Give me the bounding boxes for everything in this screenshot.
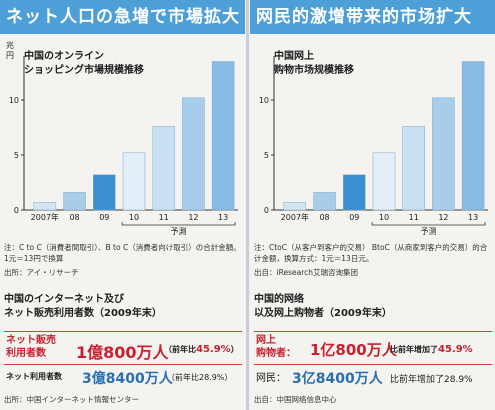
right-shoppers-stat: 网上 购物者： 1亿800万人 比前年增加了45.9% (254, 331, 492, 365)
right-bar (313, 192, 336, 211)
left-x-tick-label: 11 (159, 213, 169, 222)
left-y-tick-label: 0 (14, 206, 19, 215)
left-source: 出所：アイ・リサーチ (4, 268, 79, 277)
left-shoppers-label-line1: ネット販売 (6, 335, 56, 346)
right-section-title-line1: 中国的网络 (254, 294, 304, 305)
right-y-tick-label: 0 (264, 206, 269, 215)
left-chart-title: 中国のオンライン ショッピング市場規模推移 (24, 50, 144, 78)
left-shoppers-value: 1億800万人 (76, 343, 169, 362)
right-shoppers-value: 1亿800万人 (310, 341, 397, 359)
right-x-tick-label: 2007年 (281, 212, 309, 222)
left-shoppers-change-suffix: ） (230, 345, 239, 354)
right-x-tick-label: 11 (409, 213, 419, 222)
left-y-tick-label: 5 (14, 151, 19, 160)
right-shoppers-change-pct: 45.9% (438, 344, 473, 355)
left-source2: 出所：中国インターネット情報センター (4, 395, 139, 404)
left-section-title-line2: ネット販売利用者数（2009年末） (4, 308, 162, 319)
right-title: 网民的激增带来的市场扩大 (250, 0, 495, 34)
left-x-tick-label: 2007年 (31, 212, 59, 222)
right-y-tick-label: 5 (264, 151, 269, 160)
left-shoppers-stat: ネット販売 利用者数 1億800万人 （前年比45.9%） (4, 331, 242, 365)
right-chart-title-line2: 购物市场规模推移 (274, 65, 354, 76)
right-y-tick-label: 10 (259, 96, 269, 105)
right-source: 出自：iResearch艾瑞咨询集团 (254, 268, 358, 277)
left-bar-chart: 兆円 0 5 10 2007年 08 09 10 11 12 13 予測 (6, 40, 238, 236)
right-bar (432, 97, 455, 211)
left-x-tick-label: 13 (218, 213, 228, 222)
right-shoppers-change: 比前年增加了45.9% (390, 344, 473, 355)
left-y-unit: 円 (6, 51, 14, 60)
left-shoppers-change-pct: 45.9% (196, 344, 231, 355)
right-x-tick-label: 12 (438, 213, 448, 222)
right-bar (461, 61, 485, 211)
left-users-label: ネット利用者数 (6, 372, 62, 381)
right-users-label: 网民： (256, 373, 286, 384)
left-title: ネット人口の急増で市場拡大 (0, 0, 245, 34)
left-forecast-bracket (121, 222, 236, 226)
left-shoppers-label-line2: 利用者数 (6, 348, 46, 359)
right-source2: 出自：中国网络信息中心 (254, 395, 337, 404)
left-x-tick-label: 09 (99, 213, 109, 222)
left-x-tick-label: 08 (69, 213, 79, 222)
right-x-tick-label: 08 (319, 213, 329, 222)
right-chart-title-line1: 中国网上 (274, 51, 314, 62)
right-panel: 网民的激增带来的市场扩大 0 5 10 2007年 08 09 10 11 12 13 予测 中国网… (250, 0, 495, 410)
right-users-stat: 网民： 3亿8400万人 比前年增加了28.9% (254, 366, 492, 388)
left-shoppers-change-prefix: （前年比 (164, 345, 196, 354)
left-x-tick-label: 12 (188, 213, 198, 222)
left-x-tick-label: 10 (129, 213, 139, 222)
right-users-change: 比前年增加了28.9% (390, 375, 473, 385)
left-bar (152, 126, 175, 211)
left-bar (211, 61, 235, 211)
right-users-value: 3亿8400万人 (292, 371, 383, 387)
right-shoppers-label: 网上 购物者： (256, 334, 296, 360)
left-y-tick-label: 10 (9, 96, 19, 105)
left-note: 注：C to C（消費者間取引）、B to C（消費者向け取引）の合計金額。1元… (4, 243, 241, 263)
right-x-tick-label: 10 (379, 213, 389, 222)
right-forecast-label: 予测 (421, 227, 437, 236)
left-chart: 兆円 0 5 10 2007年 08 09 10 11 12 13 予測 中国のオンライン ショッピン… (4, 38, 242, 238)
right-forecast-bracket (371, 222, 486, 226)
right-bar (372, 152, 396, 211)
right-section-title: 中国的网络 以及网上购物者（2009年末） (254, 293, 392, 321)
left-bar (182, 97, 205, 211)
right-section-title-line2: 以及网上购物者（2009年末） (254, 308, 392, 319)
left-users-stat: ネット利用者数 3億8400万人 （前年比28.9%） (4, 366, 242, 388)
left-shoppers-label: ネット販売 利用者数 (6, 334, 56, 360)
left-forecast-label: 予測 (171, 226, 187, 236)
right-chart-title: 中国网上 购物市场规模推移 (274, 50, 354, 78)
left-section-title-line1: 中国のインターネット及び (4, 294, 124, 305)
left-bar (63, 192, 86, 211)
left-bar (33, 202, 57, 211)
left-bar (122, 152, 146, 211)
right-chart: 0 5 10 2007年 08 09 10 11 12 13 予测 中国网上 购物市场规模推移 (254, 38, 492, 238)
right-bar-chart: 0 5 10 2007年 08 09 10 11 12 13 予测 (259, 56, 488, 236)
left-panel: ネット人口の急増で市場拡大 兆円 0 5 10 2007年 08 09 10 11 12 13 予測 … (0, 0, 245, 410)
right-shoppers-change-prefix: 比前年增加了 (390, 345, 438, 354)
left-y-unit: 兆 (6, 40, 14, 50)
right-x-tick-label: 13 (468, 213, 478, 222)
right-note: 注：CtoC（从客户到客户的交易） BtoC（从商家到客户的交易）的合计金额，换… (254, 243, 488, 263)
right-bar (343, 174, 366, 211)
left-chart-title-line2: ショッピング市場規模推移 (24, 65, 144, 76)
right-shoppers-label-line2: 购物者： (256, 348, 296, 359)
left-bar (93, 174, 116, 211)
left-shoppers-change: （前年比45.9%） (164, 344, 239, 355)
right-x-tick-label: 09 (349, 213, 359, 222)
right-shoppers-label-line1: 网上 (256, 335, 276, 346)
left-section-title: 中国のインターネット及び ネット販売利用者数（2009年末） (4, 293, 162, 321)
right-bar (283, 202, 307, 211)
left-users-value: 3億8400万人 (82, 371, 173, 387)
left-users-change: （前年比28.9%） (167, 373, 233, 382)
right-bar (402, 126, 425, 211)
left-chart-title-line1: 中国のオンライン (24, 51, 104, 62)
panel-divider (246, 0, 249, 410)
